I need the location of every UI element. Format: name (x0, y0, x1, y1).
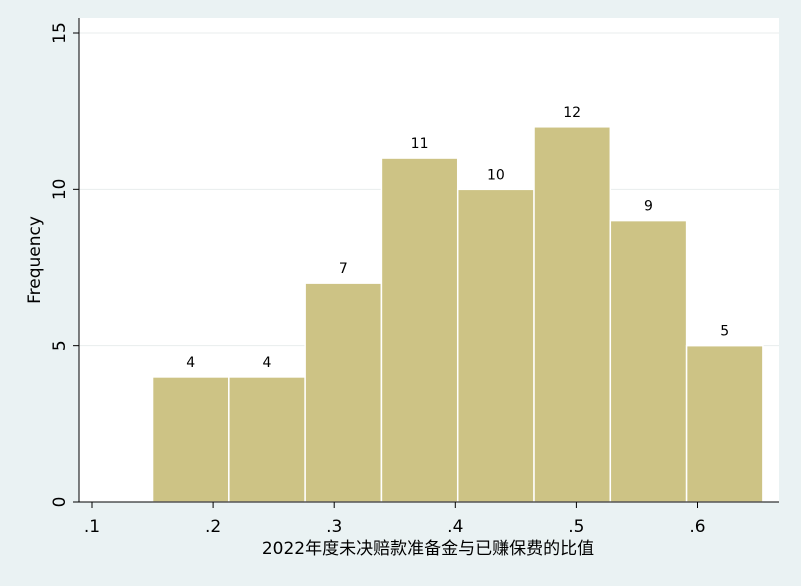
y-tick-label: 10 (50, 179, 70, 201)
histogram-bar (304, 282, 383, 503)
x-tick-label: .1 (84, 517, 100, 537)
y-tick-label: 15 (50, 22, 70, 44)
histogram-bar (151, 376, 230, 503)
y-axis-label: Frequency (25, 216, 45, 304)
bar-value-label: 7 (339, 261, 348, 277)
y-tick-label: 0 (50, 497, 70, 508)
x-tick-label: .3 (326, 517, 342, 537)
bars (151, 126, 764, 503)
bar-value-label: 9 (644, 199, 653, 215)
histogram-bar (685, 344, 764, 503)
histogram-bar (456, 188, 535, 503)
data-labels: 4 4 7 11 10 12 9 5 (186, 105, 729, 371)
x-tick-label: .6 (689, 517, 705, 537)
y-tick-label: 5 (50, 340, 70, 351)
bar-value-label: 4 (263, 355, 272, 371)
x-tick-label: .2 (205, 517, 221, 537)
histogram-bar (533, 126, 612, 503)
x-axis-label: 2022年度未决赔款准备金与已赚保费的比值 (262, 539, 594, 559)
bar-value-label: 12 (563, 105, 581, 121)
x-tick-label: .4 (447, 517, 463, 537)
histogram-bar (609, 219, 688, 503)
axes: 0 5 10 15 .1 .2 .3 .4 .5 .6 (50, 18, 779, 537)
x-tick-label: .5 (568, 517, 584, 537)
histogram-bar (380, 157, 459, 503)
bar-value-label: 11 (411, 136, 429, 152)
bar-value-label: 5 (720, 324, 729, 340)
bar-value-label: 4 (186, 355, 195, 371)
bar-value-label: 10 (487, 167, 505, 183)
histogram-bar (228, 376, 306, 503)
